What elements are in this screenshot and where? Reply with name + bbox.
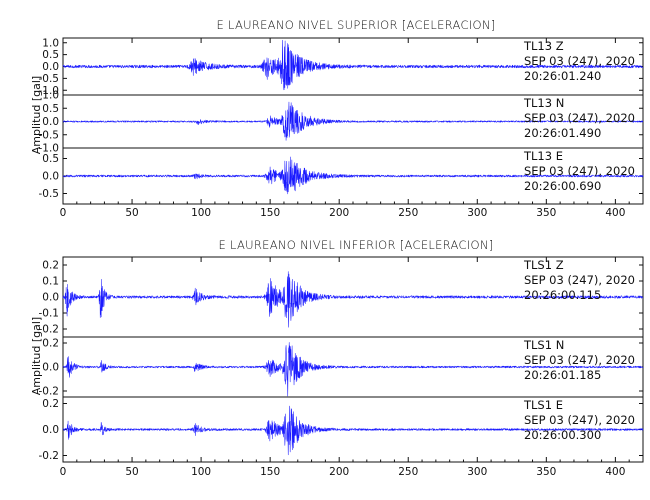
upper-level-chart: E LAUREANO NIVEL SUPERIOR [ACELERACION] … xyxy=(30,18,644,219)
time-label: 20:26:00.690 xyxy=(524,179,601,193)
y-tick-label: 0.2 xyxy=(42,398,59,410)
channel-label: TLS1 N xyxy=(523,338,564,352)
x-tick-label: 400 xyxy=(605,466,625,478)
y-tick-label: -1.0 xyxy=(39,143,60,155)
y-tick-label: -0.2 xyxy=(39,386,60,398)
time-label: 20:26:00.300 xyxy=(524,428,601,442)
y-axis-label: Amplitud [gal] xyxy=(30,76,43,154)
x-tick-label: 100 xyxy=(191,207,211,219)
channel-label: TL13 Z xyxy=(523,39,564,53)
channel-label: TLS1 E xyxy=(523,398,563,412)
y-tick-label: -0.5 xyxy=(39,188,60,200)
y-tick-label: -0.1 xyxy=(39,308,60,320)
x-tick-label: 300 xyxy=(467,207,487,219)
waveform-series xyxy=(62,101,644,141)
time-label: 20:26:01.185 xyxy=(524,368,601,382)
y-tick-label: 0.5 xyxy=(42,153,59,165)
x-tick-label: 0 xyxy=(60,466,67,478)
x-tick-label: 350 xyxy=(536,466,556,478)
y-tick-label: 0.0 xyxy=(42,116,59,128)
x-tick-label: 150 xyxy=(260,466,280,478)
x-tick-label: 250 xyxy=(398,207,418,219)
chart-title: E LAUREANO NIVEL SUPERIOR [ACELERACION] xyxy=(216,18,495,32)
y-tick-label: 1.0 xyxy=(42,90,59,102)
y-tick-label: -0.5 xyxy=(39,129,60,141)
time-label: 20:26:01.490 xyxy=(524,126,601,140)
y-tick-label: 0.2 xyxy=(42,260,59,272)
y-tick-label: -1.0 xyxy=(39,85,60,97)
channel-label: TL13 E xyxy=(523,149,563,163)
waveform-series xyxy=(62,156,644,195)
y-tick-label: -0.2 xyxy=(39,450,60,462)
chart-title: E LAUREANO NIVEL INFERIOR [ACELERACION] xyxy=(218,238,493,252)
x-tick-label: 300 xyxy=(467,466,487,478)
y-tick-label: 0.1 xyxy=(42,276,59,288)
x-tick-label: 400 xyxy=(605,207,625,219)
channel-label: TL13 N xyxy=(523,96,564,110)
date-label: SEP 03 (247), 2020 xyxy=(524,413,635,427)
y-tick-label: 0.0 xyxy=(42,61,59,73)
channel-label: TLS1 Z xyxy=(523,258,564,272)
y-tick-label: 0.0 xyxy=(42,171,59,183)
waveform-series xyxy=(62,342,644,397)
x-tick-label: 150 xyxy=(260,207,280,219)
x-tick-label: 200 xyxy=(329,207,349,219)
x-tick-label: 350 xyxy=(536,207,556,219)
time-label: 20:26:01.240 xyxy=(524,69,601,83)
y-tick-label: -0.2 xyxy=(39,324,60,336)
y-tick-label: 1.0 xyxy=(42,37,59,49)
y-tick-label: -0.5 xyxy=(39,73,60,85)
x-tick-label: 200 xyxy=(329,466,349,478)
x-tick-label: 100 xyxy=(191,466,211,478)
lower-level-chart: E LAUREANO NIVEL INFERIOR [ACELERACION] … xyxy=(30,238,644,478)
y-tick-label: 0.0 xyxy=(42,362,59,374)
date-label: SEP 03 (247), 2020 xyxy=(524,164,635,178)
x-tick-label: 0 xyxy=(60,207,67,219)
waveform-series xyxy=(62,271,644,328)
y-tick-label: 0.5 xyxy=(42,103,59,115)
y-axis-label: Amplitud [gal] xyxy=(30,317,43,395)
waveform-series xyxy=(62,39,644,91)
y-tick-label: 0.2 xyxy=(42,338,59,350)
x-tick-label: 50 xyxy=(125,466,138,478)
x-tick-label: 50 xyxy=(125,207,138,219)
date-label: SEP 03 (247), 2020 xyxy=(524,54,635,68)
waveform-series xyxy=(62,405,644,456)
y-tick-label: 0.0 xyxy=(42,292,59,304)
date-label: SEP 03 (247), 2020 xyxy=(524,353,635,367)
y-tick-label: 0.0 xyxy=(42,424,59,436)
date-label: SEP 03 (247), 2020 xyxy=(524,111,635,125)
date-label: SEP 03 (247), 2020 xyxy=(524,273,635,287)
x-tick-label: 250 xyxy=(398,466,418,478)
time-label: 20:26:00.115 xyxy=(524,288,601,302)
y-tick-label: 0.5 xyxy=(42,49,59,61)
